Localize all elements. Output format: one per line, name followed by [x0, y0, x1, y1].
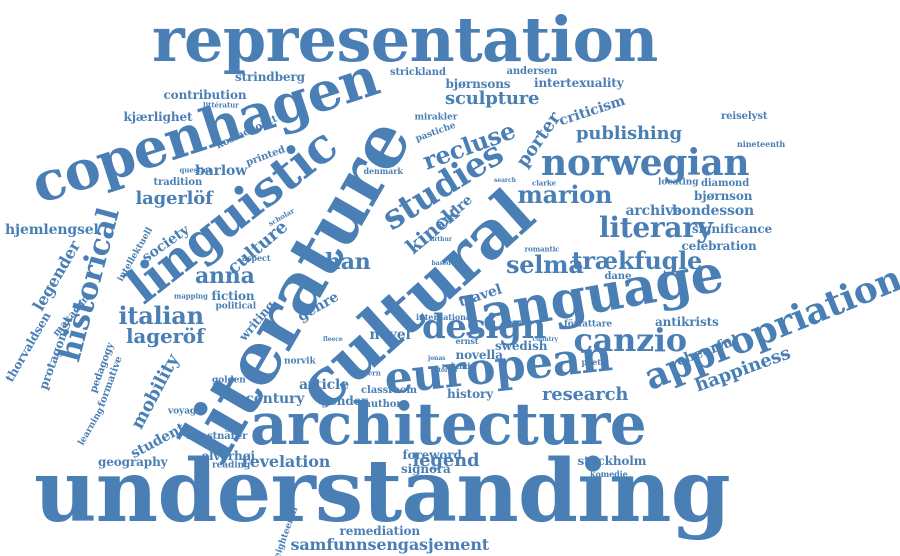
word: international	[416, 312, 474, 322]
word: signora	[401, 462, 451, 476]
word: representation	[152, 3, 658, 76]
word: architecture	[250, 390, 647, 458]
word: trækfugle	[571, 246, 703, 275]
word: norvik	[284, 356, 316, 367]
word: country	[532, 336, 558, 343]
word: konstnärer	[186, 431, 248, 442]
word: gender	[321, 394, 368, 408]
word: elverhøi	[201, 449, 256, 463]
word: reading	[212, 460, 251, 471]
word: tradition	[153, 177, 203, 188]
word: aspect	[242, 253, 271, 263]
word: foreword	[402, 448, 462, 462]
word: bjørnson	[694, 189, 753, 203]
word: bondesson	[672, 203, 755, 219]
word: samfunnsengasjement	[290, 535, 490, 554]
word: mapping	[174, 291, 208, 301]
word: intertexuality	[534, 76, 624, 90]
word: romantic	[524, 244, 560, 254]
word: canzio	[573, 321, 688, 359]
word: article	[299, 377, 350, 393]
word: författare	[564, 319, 613, 330]
word: andersen	[506, 66, 558, 77]
word: question	[179, 165, 214, 175]
word: century	[245, 391, 305, 407]
word: marion	[517, 180, 613, 209]
word: littératur	[203, 100, 239, 110]
word: voyage	[168, 406, 202, 417]
word: dane	[604, 271, 632, 282]
word: remediation	[339, 524, 421, 538]
word: lageröf	[126, 324, 205, 348]
word: research	[542, 384, 629, 405]
word: poetic	[581, 357, 609, 367]
word: nineteenth	[737, 139, 786, 149]
word: norwegian	[541, 142, 750, 184]
word: anna	[195, 263, 255, 289]
word: jonas	[428, 355, 446, 362]
word: hjemlengsel	[5, 222, 99, 238]
word: selma	[506, 250, 584, 279]
word: literary	[599, 211, 713, 244]
word: kjærlighet	[123, 110, 193, 124]
word: mirakler	[414, 112, 458, 123]
word: celebration	[681, 239, 757, 253]
word: revelation	[241, 452, 331, 471]
word: bjørnsons	[445, 77, 511, 91]
word: roland	[441, 361, 471, 371]
word: reiselyst	[721, 111, 768, 122]
word: geography	[98, 455, 168, 469]
word: golden	[212, 375, 246, 386]
word: design	[422, 307, 546, 347]
word: fleece	[323, 336, 343, 343]
word: understanding	[34, 441, 731, 542]
word: archive	[625, 203, 683, 219]
word: modern	[351, 368, 381, 378]
word: based	[431, 260, 451, 267]
word: author	[364, 399, 402, 410]
word: clarke	[532, 178, 557, 188]
word: denmark	[363, 166, 403, 176]
word: antikrists	[655, 315, 719, 329]
word: lagerlöf	[135, 188, 213, 209]
word: locating	[658, 177, 699, 188]
word: han	[325, 249, 371, 275]
word: sculpture	[445, 88, 540, 109]
word: publishing	[576, 123, 682, 144]
word: stockholm	[577, 454, 647, 468]
word: legend	[412, 450, 480, 471]
word: diamond	[701, 178, 750, 189]
word: barlow	[195, 163, 248, 179]
word: stories	[435, 367, 458, 374]
word: fiction	[211, 289, 255, 303]
word: history	[447, 387, 494, 401]
word: novel	[369, 327, 411, 343]
word: classroom	[361, 385, 417, 396]
word: search	[494, 177, 516, 184]
word: swedish	[495, 339, 548, 353]
word: arthur	[430, 236, 452, 243]
word: significance	[692, 222, 773, 236]
word: strickland	[390, 67, 446, 78]
word: komedie	[590, 469, 628, 479]
word: strindberg	[235, 70, 305, 84]
word: ernst	[455, 336, 479, 346]
word: contribution	[163, 88, 247, 102]
word: political	[215, 301, 257, 312]
word: novella	[455, 348, 504, 362]
word: italian	[118, 301, 205, 330]
